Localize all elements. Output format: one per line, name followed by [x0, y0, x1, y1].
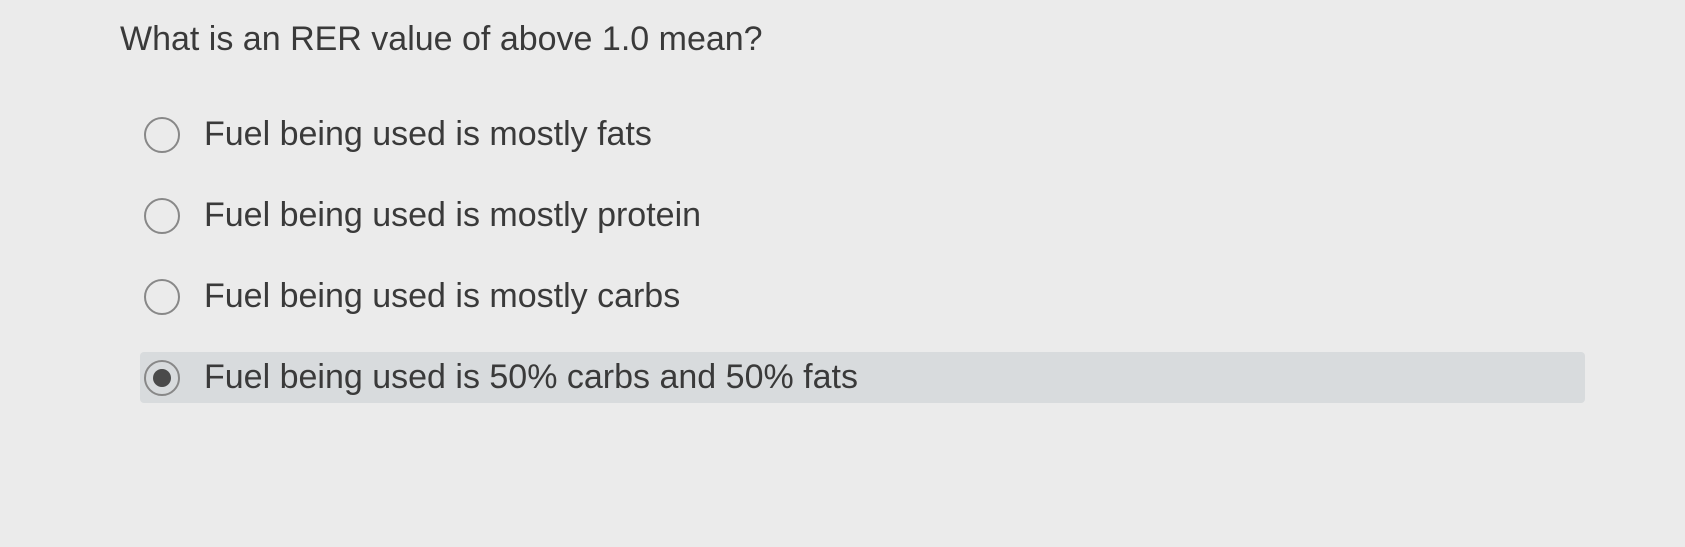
options-container: Fuel being used is mostly fats Fuel bein…: [100, 109, 1585, 403]
option-label: Fuel being used is mostly fats: [204, 115, 652, 154]
option-row-0[interactable]: Fuel being used is mostly fats: [140, 109, 1585, 160]
radio-fill-icon: [153, 369, 171, 387]
radio-button-icon: [144, 279, 180, 315]
option-label: Fuel being used is mostly protein: [204, 196, 701, 235]
option-label: Fuel being used is mostly carbs: [204, 277, 680, 316]
option-row-2[interactable]: Fuel being used is mostly carbs: [140, 271, 1585, 322]
radio-button-icon: [144, 198, 180, 234]
radio-button-icon: [144, 117, 180, 153]
option-row-1[interactable]: Fuel being used is mostly protein: [140, 190, 1585, 241]
radio-button-icon: [144, 360, 180, 396]
question-text: What is an RER value of above 1.0 mean?: [100, 20, 1585, 59]
option-label: Fuel being used is 50% carbs and 50% fat…: [204, 358, 858, 397]
option-row-3[interactable]: Fuel being used is 50% carbs and 50% fat…: [140, 352, 1585, 403]
